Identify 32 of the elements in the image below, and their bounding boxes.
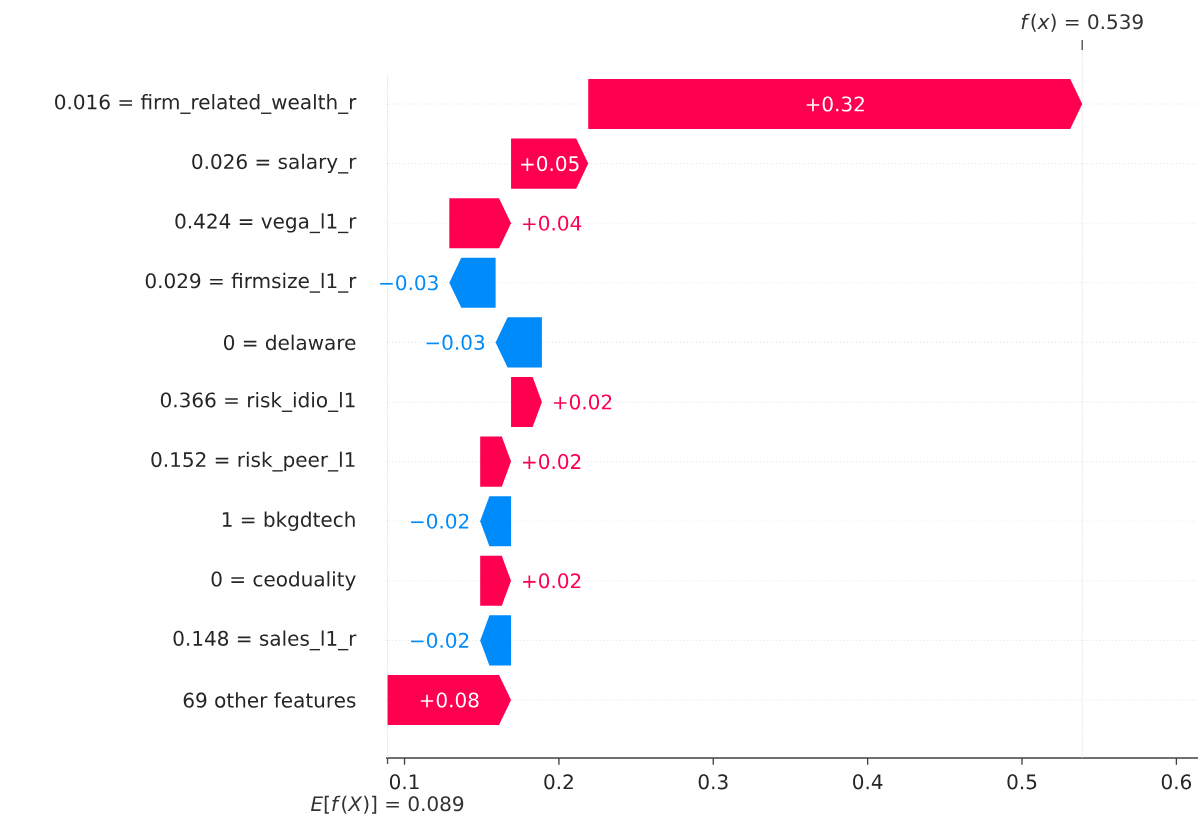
y-tick-label: 0.366 = risk_idio_l1 [160, 391, 355, 412]
ref-line-label: E[f(X)] = 0.089 [310, 795, 464, 814]
y-tick-label: 0 = delaware [224, 334, 356, 351]
x-tick-label: 0.1 [389, 774, 419, 790]
data-label: +0.02 [553, 394, 612, 410]
y-tick-label: 0.016 = firm_related_wealth_r [55, 93, 357, 114]
y-tick-label: 69 other features [183, 692, 356, 708]
bar [588, 78, 1083, 129]
data-label: −0.02 [411, 632, 469, 648]
y-tick-label: 0.029 = firmsize_l1_r [145, 272, 357, 293]
x-tick-label: 0.2 [544, 774, 573, 790]
ref-line-label: f(x) = 0.539 [1021, 13, 1143, 32]
data-label: +0.32 [806, 96, 864, 112]
y-tick-label: 0 = ceoduality [211, 571, 356, 591]
y-tick-label: 0.026 = salary_r [192, 153, 357, 174]
data-label: −0.03 [380, 275, 438, 291]
x-tick-label: 0.6 [1161, 774, 1192, 790]
data-label: −0.02 [411, 513, 469, 529]
x-tick-label: 0.3 [698, 774, 728, 790]
y-tick-label: 0.152 = risk_peer_l1 [151, 451, 355, 472]
data-label: +0.02 [523, 453, 581, 470]
y-tick-label: 0.424 = vega_l1_r [175, 213, 357, 233]
data-label: +0.02 [523, 573, 581, 589]
bar [387, 674, 512, 725]
data-label: +0.05 [521, 155, 579, 172]
x-tick-label: 0.4 [853, 774, 883, 790]
y-tick-label: 1 = bkgdtech [222, 511, 355, 531]
y-tick-label: 0.148 = sales_l1_r [173, 630, 357, 651]
data-label: −0.03 [426, 334, 485, 350]
x-tick-label: 0.5 [1007, 774, 1037, 790]
data-label: +0.08 [420, 692, 479, 708]
data-label: +0.04 [523, 215, 582, 231]
